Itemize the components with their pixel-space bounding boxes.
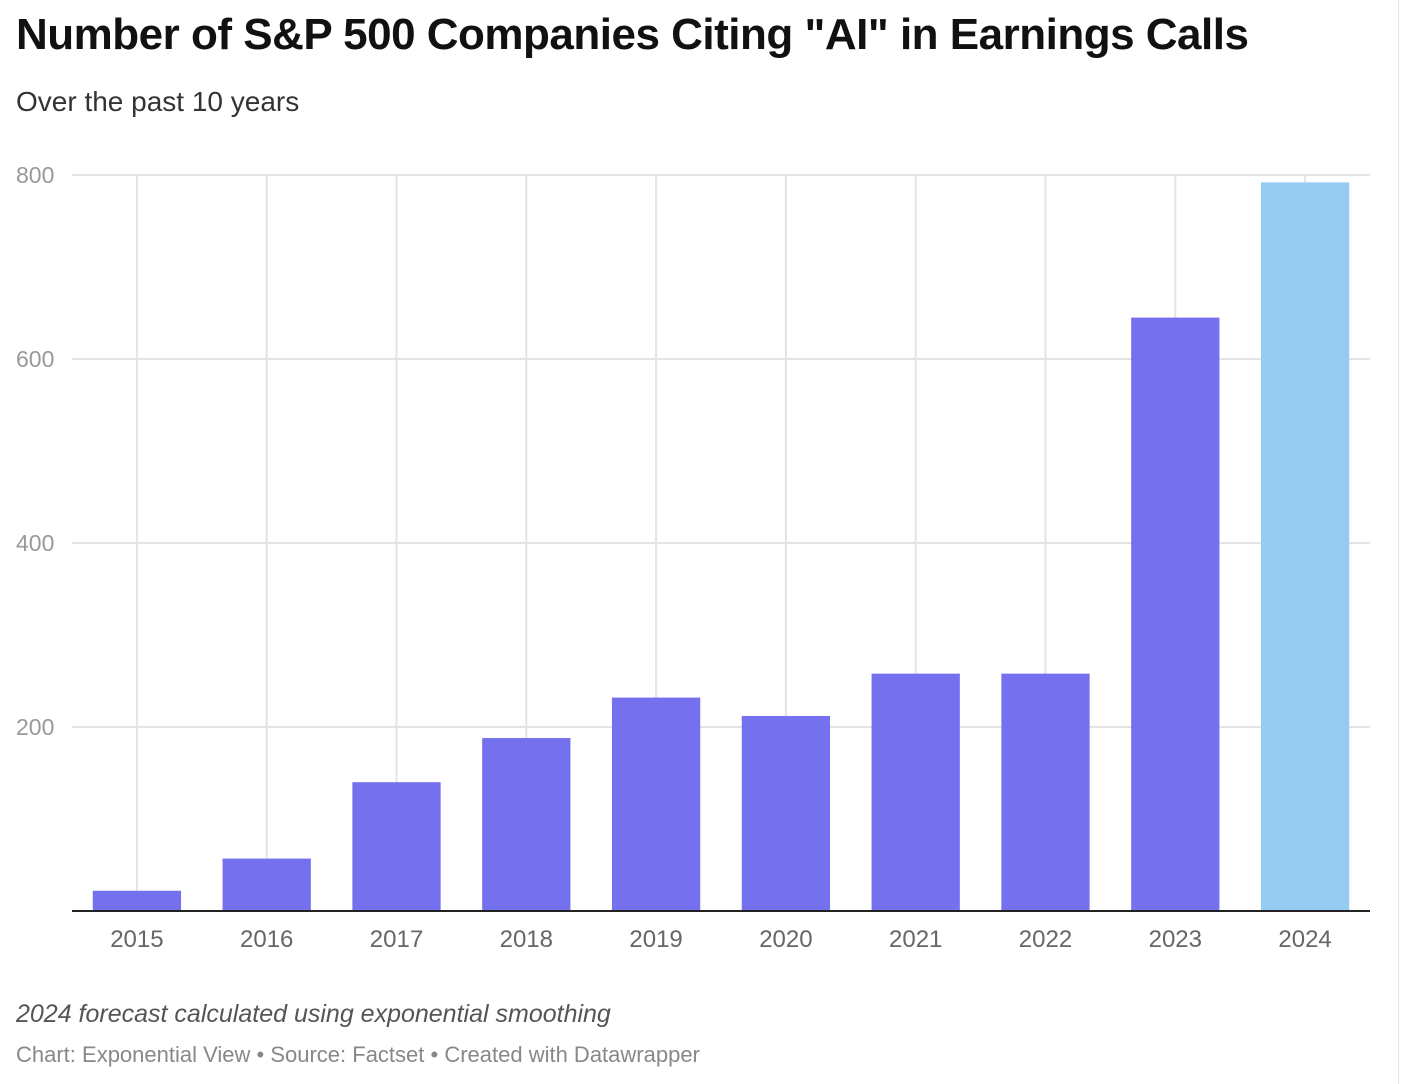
y-tick-label: 200 bbox=[16, 714, 54, 740]
y-tick-label: 600 bbox=[16, 346, 54, 372]
y-tick-label: 400 bbox=[16, 530, 54, 556]
data-bar bbox=[1001, 673, 1090, 911]
data-bar bbox=[611, 697, 701, 911]
data-bar bbox=[482, 738, 571, 911]
x-tick-label: 2015 bbox=[110, 926, 163, 953]
y-tick-label: 800 bbox=[16, 162, 54, 188]
x-tick-label: 2023 bbox=[1149, 926, 1202, 953]
x-tick-label: 2018 bbox=[500, 926, 553, 953]
x-tick-label: 2022 bbox=[1019, 926, 1072, 953]
data-bar bbox=[1131, 317, 1220, 912]
chart-subtitle: Over the past 10 years bbox=[16, 86, 300, 117]
data-bar bbox=[741, 715, 831, 911]
forecast-bar bbox=[1260, 182, 1350, 912]
x-tick-label: 2021 bbox=[889, 926, 942, 953]
page-edge-divider bbox=[1398, 0, 1399, 1084]
bar-chart: 200 400 600 800 2015 2016 2017 2018 2019 2020 2021… bbox=[16, 162, 1370, 953]
x-tick-label: 2019 bbox=[629, 926, 682, 953]
forecast-note: 2024 forecast calculated using exponenti… bbox=[16, 1000, 611, 1028]
x-tick-label: 2020 bbox=[759, 926, 812, 953]
x-tick-label: 2024 bbox=[1278, 926, 1331, 953]
x-tick-label: 2016 bbox=[240, 926, 293, 953]
data-bar bbox=[871, 673, 960, 911]
chart-credits: Chart: Exponential View • Source: Factse… bbox=[16, 1042, 700, 1067]
data-bar bbox=[222, 858, 311, 911]
chart-title: Number of S&P 500 Companies Citing "AI" … bbox=[16, 10, 1249, 59]
data-bar bbox=[352, 782, 441, 911]
x-tick-label: 2017 bbox=[370, 926, 423, 953]
data-bar bbox=[92, 890, 182, 911]
